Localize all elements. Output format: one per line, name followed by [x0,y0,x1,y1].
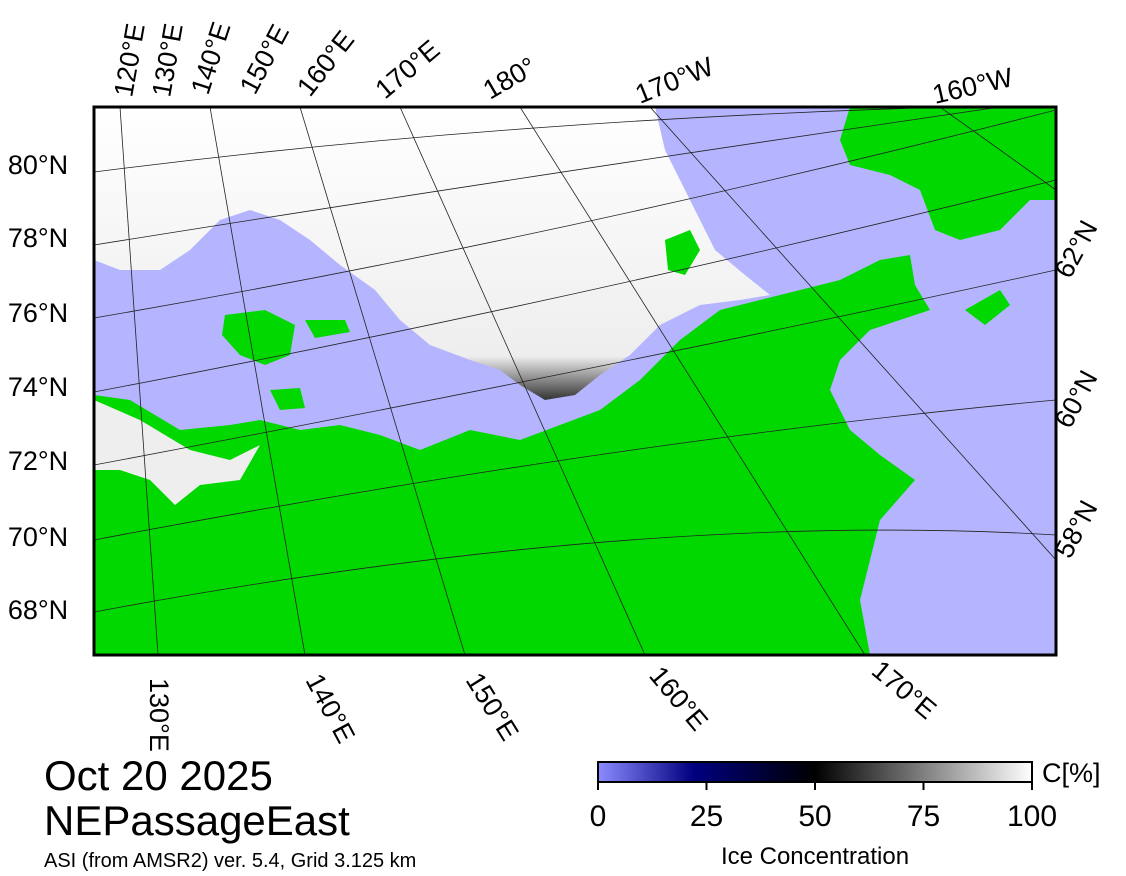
graticule-label: 150°E [234,20,295,99]
land [94,255,930,655]
graticule [519,107,866,655]
map-frame [92,105,1058,657]
graticule-label: 130°E [144,678,174,752]
island [305,320,350,338]
graticule [399,107,646,655]
colorbar-label: Ice Concentration [721,843,909,870]
colorbar-tick-label: 25 [690,800,723,833]
graticule-label: 170°W [631,51,718,109]
graticule-label: 130°E [146,21,188,99]
map [94,107,1056,655]
colorbar-unit: C[%] [1042,758,1101,788]
graticule-label: 78°N [8,223,68,253]
graticule [939,107,1056,191]
graticule [94,529,1056,613]
graticule [94,107,1001,246]
colorbar [597,761,1033,783]
graticule-label: 80°N [8,150,68,180]
sea-ice [94,107,770,400]
alaska [840,107,1056,240]
graticule [209,107,306,655]
graticule [119,107,159,655]
graticule-label: 160°E [291,25,360,102]
date: Oct 20 2025 [44,752,273,799]
graticule [94,269,1056,466]
colorbar-tick-label: 75 [907,800,940,833]
graticule-label: 180° [478,51,541,105]
colorbar-tick-label: 100 [1007,800,1057,833]
graticule-label: 70°N [8,522,68,552]
graticule [94,179,1056,393]
fast-ice [94,400,260,505]
graticule-label: 140°E [185,18,236,98]
colorbar-tick-label: 0 [590,800,607,833]
graticule [94,107,951,173]
graticule-label: 74°N [8,372,68,402]
colorbar-tick-label: 50 [798,800,831,833]
graticule-label: 170°E [370,34,446,104]
graticule-label: 76°N [8,298,68,328]
graticule-label: 68°N [8,595,68,625]
graticule-label: 150°E [460,667,525,746]
region: NEPassageEast [44,797,350,844]
graticule-label: 160°W [930,62,1016,110]
graticule [94,399,1056,541]
graticule-label: 170°E [866,655,942,725]
graticule-label: 120°E [108,21,150,99]
island [965,290,1010,325]
colorbar-ticks: 0 25 50 75 100 [590,782,1057,833]
island [665,230,700,275]
graticule [94,109,1056,319]
island [270,388,305,410]
graticule [649,107,1056,561]
island [222,310,295,365]
graticule [299,107,466,655]
source: ASI (from AMSR2) ver. 5.4, Grid 3.125 km [44,850,416,872]
graticule-label: 72°N [8,446,68,476]
graticule-label: 140°E [300,669,361,748]
graticule-label: 160°E [643,661,713,737]
